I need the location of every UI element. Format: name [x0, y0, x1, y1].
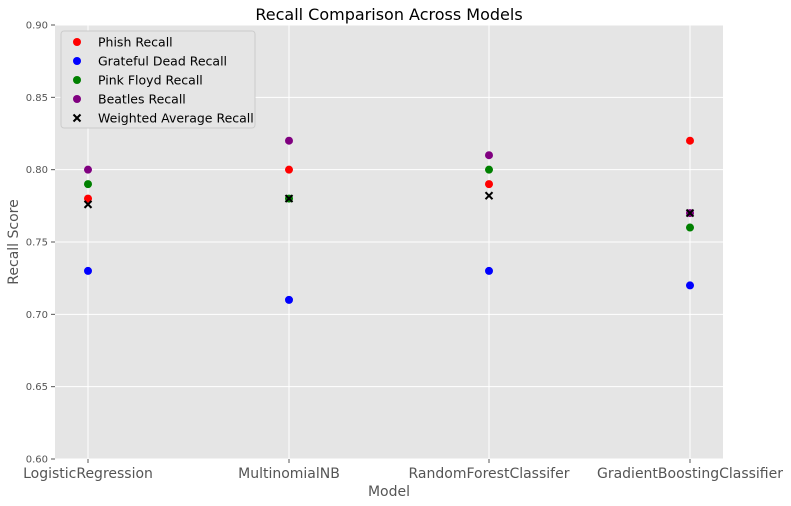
data-point [685, 208, 695, 218]
legend-label: Grateful Dead Recall [98, 54, 227, 69]
x-tick-label: GradientBoostingClassifier [597, 466, 783, 482]
y-tick-label: 0.80 [26, 165, 48, 176]
x-axis-label: Model [368, 484, 410, 500]
data-point [485, 266, 493, 275]
data-point [83, 200, 93, 209]
data-point [284, 194, 294, 203]
chart-title: Recall Comparison Across Models [255, 5, 522, 24]
data-point [84, 165, 92, 174]
y-tick-label: 0.90 [26, 21, 48, 32]
data-point [285, 295, 293, 304]
legend-box [60, 30, 256, 129]
legend-label: Weighted Average Recall [98, 111, 254, 126]
legend-marker [73, 76, 81, 84]
legend-label: Beatles Recall [98, 92, 186, 107]
y-tick-label: 0.65 [26, 382, 48, 393]
data-point [484, 191, 494, 200]
data-point [485, 180, 493, 189]
legend-label: Phish Recall [98, 35, 173, 50]
data-points [83, 136, 695, 304]
data-point [485, 151, 493, 160]
x-tick-label: RandomForestClassifer [409, 466, 570, 482]
legend-marker [73, 95, 81, 103]
x-tick-label: MultinomialNB [238, 466, 340, 482]
data-point [84, 266, 92, 275]
data-point [285, 165, 293, 174]
y-tick-label: 0.60 [26, 455, 48, 466]
y-tick-label: 0.85 [26, 93, 48, 104]
data-point [84, 180, 92, 189]
legend: Phish Recall Grateful Dead Recall Pink Flo… [60, 30, 256, 129]
legend-marker [72, 113, 82, 123]
y-tick-label: 0.70 [26, 310, 48, 321]
legend-label: Pink Floyd Recall [98, 73, 203, 88]
data-point [686, 136, 694, 145]
data-point [485, 165, 493, 174]
x-axis-ticks: LogisticRegression MultinomialNB RandomFor… [23, 459, 783, 482]
data-point [285, 136, 293, 145]
legend-marker [73, 38, 81, 46]
x-tick-label: LogisticRegression [23, 466, 153, 482]
data-point [686, 223, 694, 232]
data-point [84, 194, 92, 203]
y-axis-label: Recall Score [6, 199, 22, 284]
y-axis-ticks: 0.60 0.65 0.70 0.75 0.80 0.85 0.90 [26, 21, 55, 466]
legend-marker [73, 57, 81, 65]
data-point [686, 281, 694, 290]
y-tick-label: 0.75 [26, 238, 48, 249]
